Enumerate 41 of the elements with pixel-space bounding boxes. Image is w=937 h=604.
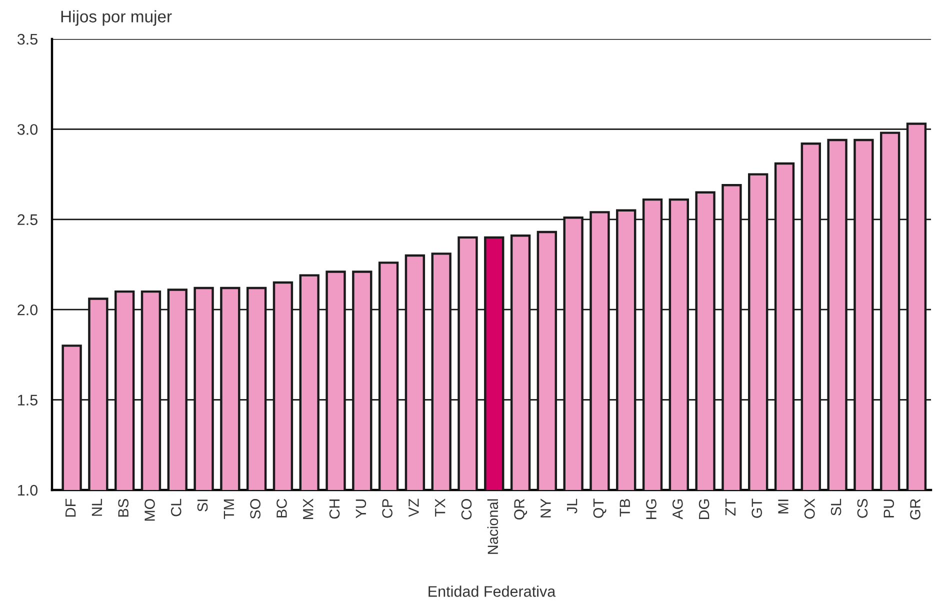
x-tick-label: CL bbox=[170, 498, 182, 516]
x-tick-label: TX bbox=[435, 498, 446, 517]
x-tick-label: NY bbox=[540, 498, 551, 518]
x-tick-label: MI bbox=[778, 500, 788, 514]
x-tick-label: QR bbox=[514, 499, 528, 520]
x-tick-label: QT bbox=[593, 498, 606, 518]
x-tick-label: CS bbox=[857, 499, 868, 518]
y-tick-label: 2.0 bbox=[18, 304, 38, 316]
y-tick-label: 2.5 bbox=[18, 214, 38, 226]
x-tick-label: MX bbox=[303, 498, 314, 520]
x-tick-label: SO bbox=[250, 499, 260, 519]
y-tick-label: 3.5 bbox=[17, 34, 38, 45]
x-tick-label: BC bbox=[276, 498, 287, 518]
x-tick-label: DG bbox=[698, 499, 710, 520]
x-tick-label: HG bbox=[646, 499, 656, 520]
x-tick-label: CH bbox=[329, 500, 340, 519]
x-tick-label: CP bbox=[382, 499, 392, 518]
x-tick-label: GR bbox=[910, 499, 920, 520]
x-tick-label: TM bbox=[224, 500, 234, 520]
x-tick-label: AG bbox=[672, 499, 683, 520]
y-tick-label: 1.0 bbox=[18, 484, 38, 496]
x-tick-label: PU bbox=[884, 499, 894, 518]
x-tick-label: DF bbox=[66, 498, 76, 517]
x-tick-label: MO bbox=[144, 499, 155, 521]
x-tick-label: ZT bbox=[725, 498, 736, 516]
x-tick-label: OX bbox=[804, 498, 815, 519]
y-axis-title: Hijos por mujer bbox=[61, 10, 172, 26]
x-tick-label: JL bbox=[567, 498, 578, 514]
x-tick-label: YU bbox=[356, 499, 366, 518]
x-tick-label: SL bbox=[830, 498, 842, 516]
x-axis-title: Entidad Federativa bbox=[428, 586, 556, 597]
x-tick-label: TB bbox=[620, 499, 630, 517]
x-tick-label: GT bbox=[752, 498, 762, 518]
x-tick-label: SI bbox=[197, 500, 208, 512]
x-tick-label: BS bbox=[118, 499, 129, 517]
y-tick-label: 3.0 bbox=[17, 124, 38, 135]
x-tick-label: CO bbox=[461, 499, 472, 520]
y-tick-label: 1.5 bbox=[18, 394, 38, 406]
x-tick-label: VZ bbox=[408, 498, 419, 517]
x-tick-label: Nacional bbox=[487, 499, 498, 554]
x-tick-label: NL bbox=[92, 498, 102, 516]
